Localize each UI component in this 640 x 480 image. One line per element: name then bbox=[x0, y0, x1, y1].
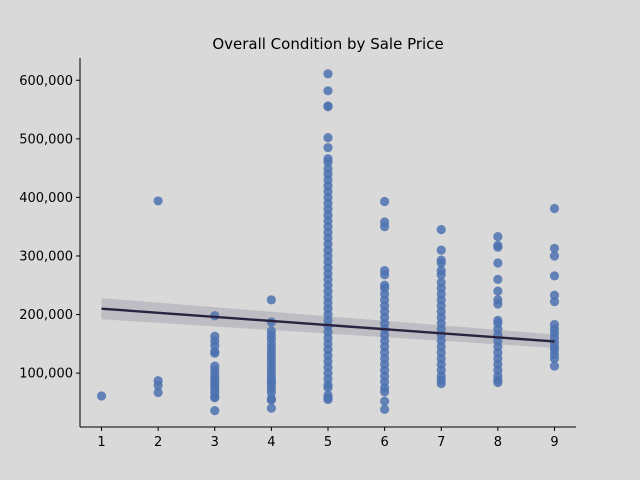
x-tick-label: 5 bbox=[324, 435, 332, 450]
data-point bbox=[210, 393, 220, 403]
data-point bbox=[549, 361, 560, 371]
data-point bbox=[210, 406, 220, 416]
data-point bbox=[153, 387, 163, 398]
data-point bbox=[96, 391, 107, 401]
data-point bbox=[436, 225, 446, 235]
data-point bbox=[549, 297, 560, 307]
data-point bbox=[323, 394, 333, 405]
data-point bbox=[380, 396, 390, 406]
data-point bbox=[549, 290, 560, 300]
points-layer bbox=[96, 69, 560, 416]
data-point bbox=[153, 380, 163, 391]
y-tick-label: 500,000 bbox=[19, 132, 73, 147]
data-point bbox=[380, 387, 390, 397]
data-point bbox=[493, 286, 503, 296]
data-point bbox=[493, 258, 503, 268]
data-point bbox=[153, 196, 163, 206]
data-point bbox=[323, 69, 333, 79]
data-point bbox=[266, 403, 276, 413]
data-point bbox=[323, 143, 333, 153]
chart-title: Overall Condition by Sale Price bbox=[212, 35, 443, 53]
data-point bbox=[380, 270, 390, 280]
data-point bbox=[493, 377, 503, 388]
data-point bbox=[493, 232, 503, 242]
y-tick-label: 400,000 bbox=[19, 191, 73, 206]
data-point bbox=[323, 133, 333, 143]
data-point bbox=[436, 270, 446, 280]
data-point bbox=[549, 203, 560, 214]
data-point bbox=[493, 299, 503, 309]
x-tick-label: 2 bbox=[154, 435, 162, 450]
data-point bbox=[380, 404, 390, 415]
data-point bbox=[266, 395, 276, 405]
regression-line-layer bbox=[101, 307, 555, 343]
data-point bbox=[493, 242, 503, 252]
y-ticks: 100,000 200,000 300,000 400,000 500,000 600,0… bbox=[19, 74, 80, 382]
x-ticks: 1 2 3 4 5 6 7 8 9 bbox=[97, 427, 559, 450]
data-point bbox=[493, 274, 503, 284]
data-point bbox=[436, 245, 446, 255]
x-tick-label: 4 bbox=[267, 435, 275, 450]
data-point bbox=[549, 243, 560, 253]
x-tick-label: 7 bbox=[437, 435, 445, 450]
data-point bbox=[436, 258, 446, 268]
data-point bbox=[380, 196, 390, 207]
data-point bbox=[323, 383, 333, 393]
data-point bbox=[323, 86, 333, 96]
data-point bbox=[380, 222, 390, 232]
x-tick-label: 3 bbox=[211, 435, 219, 450]
x-tick-label: 9 bbox=[550, 435, 558, 450]
x-tick-label: 6 bbox=[380, 435, 388, 450]
data-point bbox=[436, 379, 446, 389]
y-tick-label: 100,000 bbox=[19, 367, 73, 382]
data-point bbox=[549, 271, 560, 281]
data-point bbox=[323, 102, 333, 112]
y-tick-label: 200,000 bbox=[19, 308, 73, 323]
data-point bbox=[323, 157, 333, 167]
x-tick-label: 1 bbox=[97, 435, 105, 450]
data-point bbox=[266, 387, 276, 398]
y-tick-label: 600,000 bbox=[19, 74, 73, 89]
regression-line bbox=[101, 307, 555, 343]
data-point bbox=[549, 251, 560, 261]
data-point bbox=[210, 348, 220, 358]
data-point bbox=[549, 353, 560, 364]
y-tick-label: 300,000 bbox=[19, 249, 73, 264]
x-tick-label: 8 bbox=[494, 435, 502, 450]
data-point bbox=[266, 295, 276, 305]
